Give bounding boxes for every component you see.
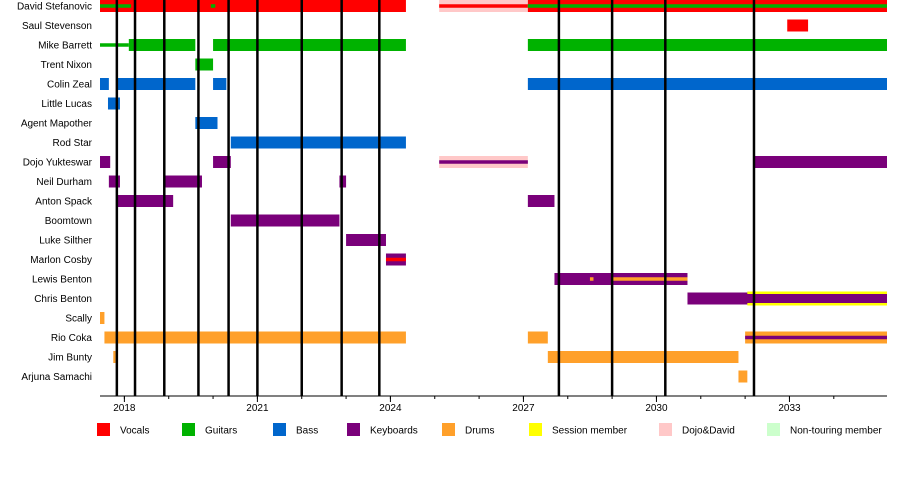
bar-guitars-12	[195, 58, 214, 71]
bar-guitars-8	[100, 43, 129, 47]
legend-swatch-drums	[442, 423, 455, 436]
bar-drums-35	[589, 277, 594, 281]
x-tick-label: 2027	[512, 403, 535, 414]
bar-drums-40	[104, 331, 406, 344]
bar-vocals-33	[385, 257, 406, 262]
bar-guitars-10	[213, 39, 406, 51]
member-name: Little Lucas	[41, 99, 92, 110]
bar-keyboards-30	[230, 214, 340, 227]
bar-drums-44	[113, 351, 116, 363]
bar-bass-19	[230, 136, 406, 149]
bar-guitars-2	[210, 4, 216, 8]
bar-bass-14	[117, 78, 196, 90]
bar-keyboards-21	[213, 156, 231, 168]
legend-label-session: Session member	[552, 426, 628, 437]
member-name: Trent Nixon	[41, 60, 92, 71]
bar-drums-36	[612, 277, 688, 281]
member-names: David Stefanovic Saul Stevenson Mike Barre…	[17, 2, 93, 384]
bar-drums-45	[547, 351, 739, 363]
bar-keyboards-28	[117, 195, 174, 207]
bar-session-edge-38	[747, 303, 887, 306]
member-name: Boomtown	[45, 216, 92, 227]
bar-guitars-11	[527, 39, 887, 51]
bar-bass-15	[213, 78, 227, 90]
member-name: Mike Barrett	[38, 41, 92, 52]
bar-keyboards-31	[346, 234, 386, 246]
bar-keyboards-24	[753, 156, 887, 168]
legend-swatch-session	[529, 423, 542, 436]
event-lines-layer	[115, 0, 756, 396]
legend-swatch-vocals	[97, 423, 110, 436]
legend-label-dojo_david: Dojo&David	[682, 426, 735, 437]
bar-keyboards-37	[687, 292, 887, 305]
member-name: Saul Stevenson	[22, 21, 92, 32]
member-name: David Stefanovic	[17, 2, 92, 13]
bar-keyboards-43	[745, 335, 887, 340]
member-name: Colin Zeal	[47, 80, 92, 91]
x-tick-label: 2021	[246, 403, 269, 414]
legend-swatch-nontouring	[767, 423, 780, 436]
legend-label-guitars: Guitars	[205, 426, 237, 437]
legend-swatch-keyboards	[347, 423, 360, 436]
member-name: Jim Bunty	[48, 353, 92, 364]
member-name: Lewis Benton	[32, 275, 92, 286]
x-axis: 2018 2021 2024 2027 2030 2033	[100, 395, 887, 414]
member-name: Rod Star	[53, 138, 93, 149]
bar-bass-18	[195, 117, 218, 129]
bar-session-38	[747, 291, 887, 294]
bar-guitars-1	[100, 4, 132, 8]
bar-bass-16	[527, 78, 887, 90]
bar-keyboards-20	[100, 156, 111, 168]
x-tick-label: 2024	[379, 403, 402, 414]
bar-guitars-9	[128, 39, 196, 51]
member-name: Rio Coka	[51, 333, 93, 344]
legend-swatch-dojo_david	[659, 423, 672, 436]
legend-label-drums: Drums	[465, 426, 494, 437]
bar-keyboards-29	[527, 195, 555, 207]
bar-drums-41	[527, 331, 548, 344]
member-name: Chris Benton	[34, 294, 92, 305]
bar-vocals-4	[439, 4, 528, 8]
x-tick-label: 2030	[645, 403, 668, 414]
legend-swatch-guitars	[182, 423, 195, 436]
bars-layer	[100, 0, 887, 383]
legend: Vocals Guitars Bass Keyboards Drums Session m…	[97, 423, 882, 437]
legend-label-nontouring: Non-touring member	[790, 426, 882, 437]
member-name: Anton Spack	[35, 197, 93, 208]
member-name: Neil Durham	[36, 177, 92, 188]
bar-drums-46	[738, 370, 748, 383]
legend-label-keyboards: Keyboards	[370, 426, 418, 437]
member-name: Marlon Cosby	[30, 255, 92, 266]
bar-vocals-0	[100, 0, 406, 12]
bar-guitars-6	[527, 4, 887, 8]
x-tick-label: 2018	[113, 403, 136, 414]
member-name: Scally	[65, 314, 92, 325]
legend-swatch-bass	[273, 423, 286, 436]
bar-keyboards-26	[164, 175, 202, 188]
bar-bass-17	[107, 97, 120, 110]
member-name: Luke Silther	[39, 236, 92, 247]
member-name: Dojo Yukteswar	[23, 158, 93, 169]
legend-label-bass: Bass	[296, 426, 318, 437]
legend-label-vocals: Vocals	[120, 426, 149, 437]
bar-vocals-7	[787, 19, 809, 32]
member-name: Arjuna Samachi	[21, 372, 92, 383]
bar-keyboards-23	[439, 160, 528, 164]
x-tick-label: 2033	[778, 403, 801, 414]
bar-bass-13	[100, 78, 109, 90]
bar-drums-39	[100, 312, 105, 324]
member-name: Agent Mapother	[21, 119, 93, 130]
bar-keyboards-25	[108, 175, 120, 188]
